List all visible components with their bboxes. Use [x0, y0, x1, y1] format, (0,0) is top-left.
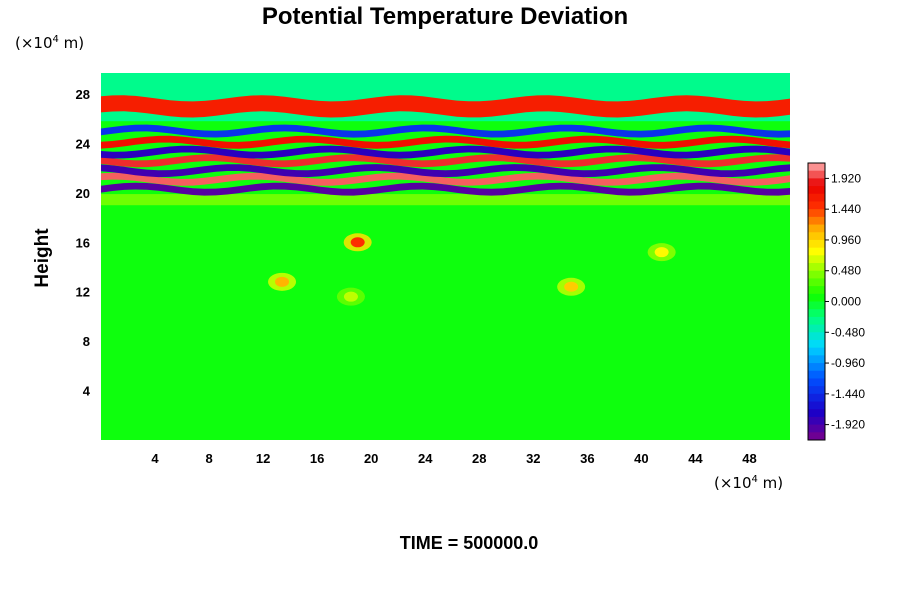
y-axis-label: Height [32, 228, 53, 288]
heatmap-field [101, 73, 790, 440]
x-tick-label: 36 [580, 451, 594, 466]
y-tick-label: 4 [83, 384, 91, 399]
colorbar-swatch [808, 232, 825, 241]
colorbar-swatch [808, 163, 825, 172]
colorbar-label: 0.000 [831, 295, 861, 309]
colorbar: 1.920 1.440 0.960 0.480 0.000 -0.480 -0.960 -1.… [807, 162, 865, 441]
colorbar-swatch [808, 170, 825, 179]
colorbar-label: 0.480 [831, 264, 861, 278]
x-tick-label: 16 [310, 451, 324, 466]
feature-core [275, 276, 290, 287]
colorbar-label: 1.920 [831, 171, 861, 185]
y-axis-ticks: 4 8 12 16 20 24 28 [76, 87, 91, 399]
colorbar-swatch [808, 293, 825, 302]
colorbar-label: -0.960 [831, 356, 865, 370]
colorbar-swatch [808, 409, 825, 418]
y-tick-label: 28 [76, 87, 90, 102]
y-unit-label: (×104 m) [15, 34, 84, 52]
colorbar-swatch [808, 432, 825, 441]
x-tick-label: 32 [526, 451, 540, 466]
colorbar-swatch [808, 255, 825, 264]
strat-band [101, 164, 790, 178]
x-tick-label: 48 [742, 451, 756, 466]
y-tick-label: 8 [83, 334, 90, 349]
colorbar-swatch [808, 209, 825, 218]
y-tick-label: 20 [76, 186, 90, 201]
colorbar-swatch [808, 347, 825, 356]
colorbar-swatch [808, 224, 825, 233]
feature-core [654, 247, 669, 258]
y-tick-label: 16 [76, 235, 90, 250]
chart-title: Potential Temperature Deviation [262, 3, 628, 30]
colorbar-swatch [808, 355, 825, 364]
colorbar-label: -1.920 [831, 418, 865, 432]
x-axis-ticks: 4 8 12 16 20 24 28 32 36 40 44 48 [151, 451, 756, 466]
x-tick-label: 44 [688, 451, 703, 466]
colorbar-swatch [808, 186, 825, 195]
x-tick-label: 12 [256, 451, 270, 466]
colorbar-swatch [808, 332, 825, 341]
x-tick-label: 28 [472, 451, 486, 466]
colorbar-label: 1.440 [831, 202, 861, 216]
strat-band [101, 95, 790, 118]
x-tick-label: 20 [364, 451, 378, 466]
feature-core [343, 291, 358, 302]
x-tick-label: 4 [151, 451, 159, 466]
colorbar-label: -1.440 [831, 387, 865, 401]
colorbar-swatch [808, 316, 825, 326]
transition-band [101, 194, 790, 206]
colorbar-swatch [808, 216, 825, 226]
plot-area [101, 73, 790, 440]
strat-band [101, 154, 790, 168]
strat-band [101, 145, 790, 159]
colorbar-swatch [808, 278, 825, 287]
colorbar-swatch [808, 370, 825, 379]
time-label: TIME = 500000.0 [400, 533, 539, 553]
colorbar-swatch [808, 378, 825, 387]
colorbar-swatch [808, 386, 825, 395]
y-tick-label: 24 [76, 136, 91, 151]
feature-core [350, 237, 365, 248]
colorbar-swatch [808, 193, 825, 202]
colorbar-swatch [808, 247, 825, 256]
colorbar-swatch [808, 309, 825, 318]
colorbar-swatch [808, 401, 825, 410]
colorbar-swatch [808, 363, 825, 372]
strat-band [101, 172, 790, 186]
colorbar-swatch [808, 324, 825, 333]
colorbar-swatch [808, 416, 825, 426]
colorbar-swatch [808, 393, 825, 403]
colorbar-swatch [808, 239, 825, 249]
x-unit-label: (×104 m) [714, 474, 783, 492]
colorbar-swatch [808, 424, 825, 433]
colorbar-swatch [808, 286, 825, 295]
x-tick-label: 24 [418, 451, 433, 466]
colorbar-label: 0.960 [831, 233, 861, 247]
strat-band [101, 124, 790, 138]
y-tick-label: 12 [76, 285, 90, 300]
colorbar-label: -0.480 [831, 325, 865, 339]
colorbar-swatch [808, 178, 825, 187]
strat-band [101, 135, 790, 149]
colorbar-swatch [808, 263, 825, 272]
colorbar-swatch [808, 339, 825, 349]
feature-core [564, 281, 579, 292]
x-tick-label: 8 [205, 451, 212, 466]
x-tick-label: 40 [634, 451, 648, 466]
strat-band [101, 182, 790, 196]
colorbar-swatch [808, 201, 825, 210]
colorbar-swatch [808, 270, 825, 279]
colorbar-swatch [808, 301, 825, 310]
